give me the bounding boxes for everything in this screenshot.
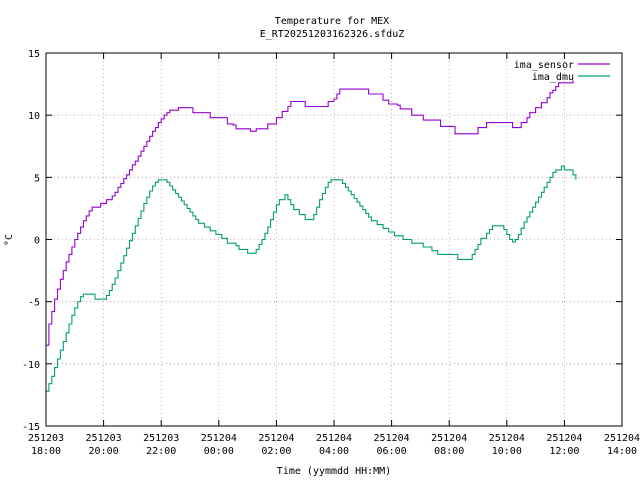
x-tick-label-date: 251203 <box>28 433 64 444</box>
series-line-ima_sensor <box>46 80 574 346</box>
x-tick-label-date: 251204 <box>604 433 640 444</box>
x-axis-label: Time (yymmdd HH:MM) <box>277 466 391 477</box>
x-tick-label-time: 10:00 <box>492 446 522 457</box>
chart-title: Temperature for MEX <box>275 16 389 27</box>
x-tick-label-time: 22:00 <box>146 446 176 457</box>
x-tick-label-time: 14:00 <box>607 446 637 457</box>
y-tick-label: 10 <box>28 111 40 122</box>
x-tick-label-date: 251204 <box>374 433 410 444</box>
x-tick-label-date: 251204 <box>431 433 467 444</box>
x-tick-label-time: 18:00 <box>31 446 61 457</box>
y-tick-label: -5 <box>28 298 40 309</box>
chart-subtitle: E_RT20251203162326.sfduZ <box>260 29 405 40</box>
x-tick-label-time: 12:00 <box>549 446 579 457</box>
x-tick-label-time: 06:00 <box>377 446 407 457</box>
x-tick-label-time: 08:00 <box>434 446 464 457</box>
x-tick-label-date: 251204 <box>258 433 294 444</box>
x-tick-label-time: 02:00 <box>261 446 291 457</box>
series-layer <box>46 80 577 392</box>
y-tick-label: 0 <box>34 236 40 247</box>
x-tick-label-date: 251204 <box>546 433 582 444</box>
x-tick-label-date: 251204 <box>316 433 352 444</box>
grid-lines <box>46 53 622 426</box>
series-line-ima_dmu <box>46 165 577 392</box>
legend-label-ima_sensor: ima_sensor <box>514 60 574 71</box>
y-tick-label: 15 <box>28 49 40 60</box>
legend-label-ima_dmu: ima_dmu <box>532 72 574 83</box>
x-tick-label-time: 20:00 <box>89 446 119 457</box>
y-tick-label: 5 <box>34 173 40 184</box>
y-tick-label: -15 <box>22 422 40 433</box>
axis-ticks: 151050-5-10-1525120318:0025120320:002512… <box>22 49 640 457</box>
x-tick-label-date: 251204 <box>489 433 525 444</box>
x-tick-label-time: 00:00 <box>204 446 234 457</box>
y-tick-label: -10 <box>22 360 40 371</box>
x-tick-label-date: 251203 <box>143 433 179 444</box>
y-axis-label: °C <box>4 234 15 246</box>
x-tick-label-date: 251203 <box>86 433 122 444</box>
x-tick-label-date: 251204 <box>201 433 237 444</box>
x-tick-label-time: 04:00 <box>319 446 349 457</box>
